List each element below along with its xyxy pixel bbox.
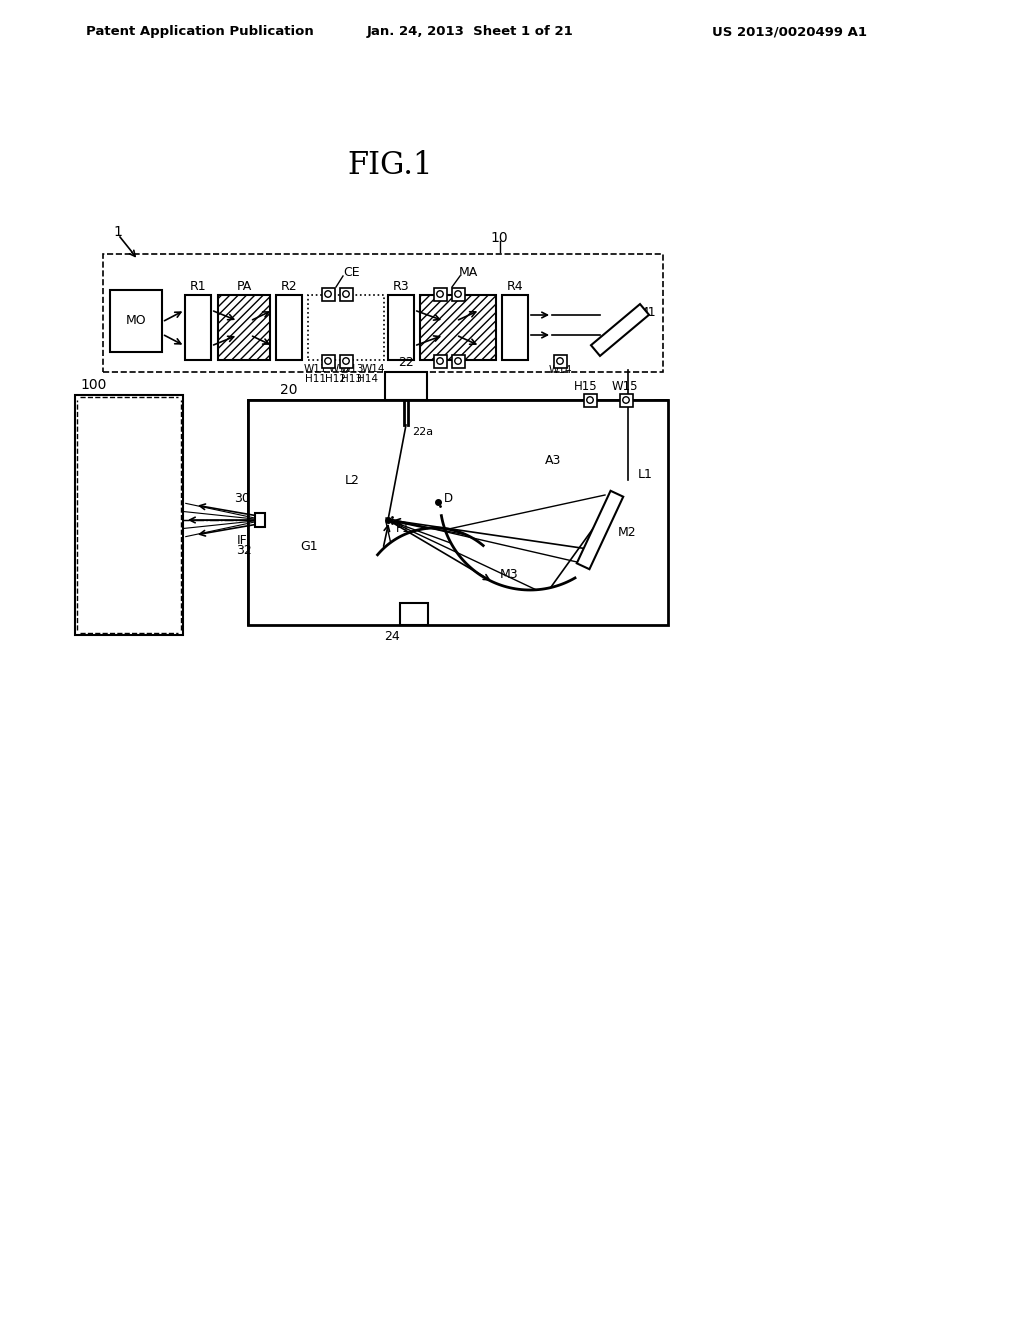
Bar (400, 603, 428, 624)
Bar (340, 355, 352, 367)
Text: L2: L2 (345, 474, 359, 487)
Bar (340, 288, 352, 301)
Bar (620, 393, 633, 407)
Bar (185, 294, 211, 360)
Text: H14: H14 (357, 374, 379, 384)
Text: W13: W13 (340, 364, 364, 374)
Text: Patent Application Publication: Patent Application Publication (86, 25, 314, 38)
Text: M3: M3 (500, 569, 518, 582)
Text: W14: W14 (361, 364, 385, 374)
Text: H15: H15 (574, 380, 598, 393)
Text: A3: A3 (545, 454, 561, 466)
Text: R1: R1 (189, 280, 206, 293)
Bar (322, 288, 335, 301)
Bar (103, 253, 663, 372)
Text: H11: H11 (304, 374, 326, 384)
Bar (388, 294, 414, 360)
Text: Jan. 24, 2013  Sheet 1 of 21: Jan. 24, 2013 Sheet 1 of 21 (367, 25, 573, 38)
Text: L1: L1 (638, 469, 653, 482)
Bar (554, 355, 566, 367)
Text: R2: R2 (281, 280, 297, 293)
Bar (110, 290, 162, 352)
Text: 24: 24 (384, 631, 400, 644)
Bar (248, 612, 668, 624)
Bar (308, 294, 384, 360)
Text: R4: R4 (507, 280, 523, 293)
Text: 22a: 22a (412, 426, 433, 437)
Text: US 2013/0020499 A1: US 2013/0020499 A1 (713, 25, 867, 38)
Text: 20: 20 (280, 383, 298, 397)
Bar (502, 294, 528, 360)
Text: 22: 22 (398, 356, 414, 370)
Bar (248, 400, 261, 624)
Text: 32: 32 (237, 544, 252, 557)
Text: W12: W12 (329, 364, 352, 374)
Text: H12: H12 (325, 374, 345, 384)
Bar (452, 288, 465, 301)
Text: W11: W11 (303, 364, 327, 374)
Bar (420, 294, 496, 360)
Bar (255, 513, 265, 527)
Bar (322, 355, 335, 367)
Text: IF: IF (238, 533, 248, 546)
Text: MO: MO (126, 314, 146, 327)
Text: 10: 10 (490, 231, 508, 246)
Text: 1: 1 (113, 224, 122, 239)
Text: CE: CE (344, 267, 360, 280)
Text: W15: W15 (612, 380, 639, 393)
Text: FIG.1: FIG.1 (347, 149, 433, 181)
Bar (218, 294, 270, 360)
Text: R3: R3 (392, 280, 410, 293)
Text: M1: M1 (638, 305, 656, 318)
Bar (248, 400, 668, 413)
Bar (433, 288, 446, 301)
Bar (591, 304, 649, 356)
Text: M2: M2 (618, 525, 637, 539)
Bar (452, 355, 465, 367)
Bar (385, 372, 427, 400)
Text: W14: W14 (548, 366, 571, 375)
Text: H13: H13 (341, 374, 362, 384)
Bar (276, 294, 302, 360)
Bar (577, 491, 624, 569)
Text: G1: G1 (300, 540, 317, 553)
Bar (655, 400, 668, 624)
Bar (433, 355, 446, 367)
Text: 30: 30 (234, 491, 250, 504)
Bar (584, 393, 597, 407)
Text: D: D (444, 491, 454, 504)
Bar (248, 400, 668, 624)
Text: MA: MA (459, 267, 477, 280)
Bar (75, 395, 183, 635)
Text: 100: 100 (80, 378, 106, 392)
Text: P1: P1 (396, 521, 411, 535)
Text: PA: PA (237, 280, 252, 293)
